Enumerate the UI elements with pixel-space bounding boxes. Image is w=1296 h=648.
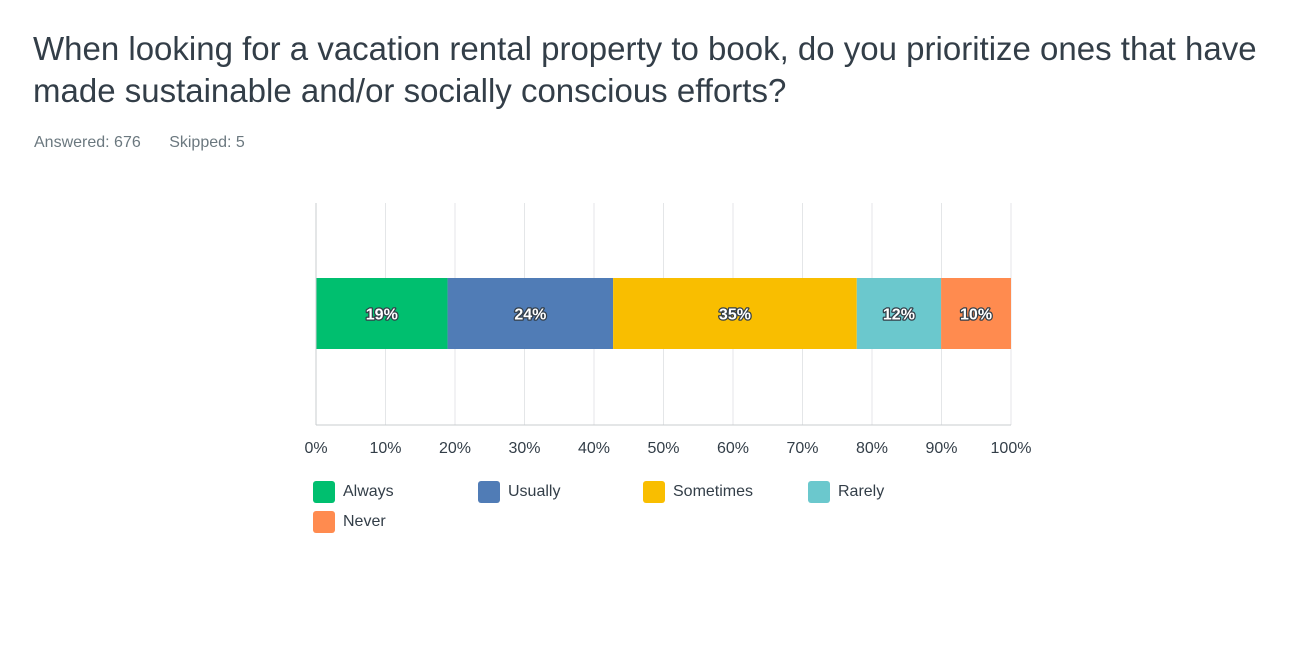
answered-count: Answered: 676 [34, 134, 141, 151]
bar-segment-never[interactable] [941, 278, 1011, 349]
bar-segment-rarely[interactable] [856, 278, 942, 349]
legend-swatch [313, 511, 335, 533]
x-tick-label: 20% [439, 440, 471, 457]
legend-label: Sometimes [673, 483, 754, 500]
legend-item-never[interactable]: Never [313, 511, 478, 533]
legend-swatch [808, 481, 830, 503]
legend-swatch [643, 481, 665, 503]
legend-item-always[interactable]: Always [313, 481, 478, 503]
x-tick-label: 60% [717, 440, 749, 457]
axes: 0% 10% 20% 30% 40% 50% 60% 70% 80% 90% 100% [304, 203, 1031, 457]
legend-swatch [313, 481, 335, 503]
legend-label: Rarely [838, 483, 885, 500]
response-stats: Answered: 676 Skipped: 5 [34, 134, 269, 152]
legend-item-rarely[interactable]: Rarely [808, 481, 973, 503]
question-title: When looking for a vacation rental prope… [33, 30, 1257, 109]
data-label: 19% [366, 307, 398, 324]
legend-label: Usually [508, 483, 561, 500]
skipped-count: Skipped: 5 [169, 134, 245, 151]
legend-label: Never [343, 513, 386, 530]
data-label: 35% [719, 307, 751, 324]
legend-swatch [478, 481, 500, 503]
bar-segment-usually[interactable] [447, 278, 614, 349]
x-tick-label: 90% [925, 440, 957, 457]
bar-segments: 19% 24% 35% 12% 10% [316, 278, 1011, 349]
bar-segment-sometimes[interactable] [613, 278, 857, 349]
data-label: 24% [514, 307, 546, 324]
bar-segment-always[interactable] [316, 278, 448, 349]
x-tick-label: 0% [304, 440, 327, 457]
data-label: 12% [883, 307, 915, 324]
data-label: 10% [960, 307, 992, 324]
x-tick-label: 10% [369, 440, 401, 457]
x-tick-label: 100% [991, 440, 1032, 457]
x-tick-label: 70% [786, 440, 818, 457]
legend-item-usually[interactable]: Usually [478, 481, 643, 503]
legend-label: Always [343, 483, 394, 500]
x-tick-label: 80% [856, 440, 888, 457]
x-tick-label: 30% [508, 440, 540, 457]
x-tick-label: 40% [578, 440, 610, 457]
legend-item-sometimes[interactable]: Sometimes [643, 481, 808, 503]
x-tick-label: 50% [647, 440, 679, 457]
chart-legend: Always Usually Sometimes Rarely Never [313, 481, 1013, 533]
